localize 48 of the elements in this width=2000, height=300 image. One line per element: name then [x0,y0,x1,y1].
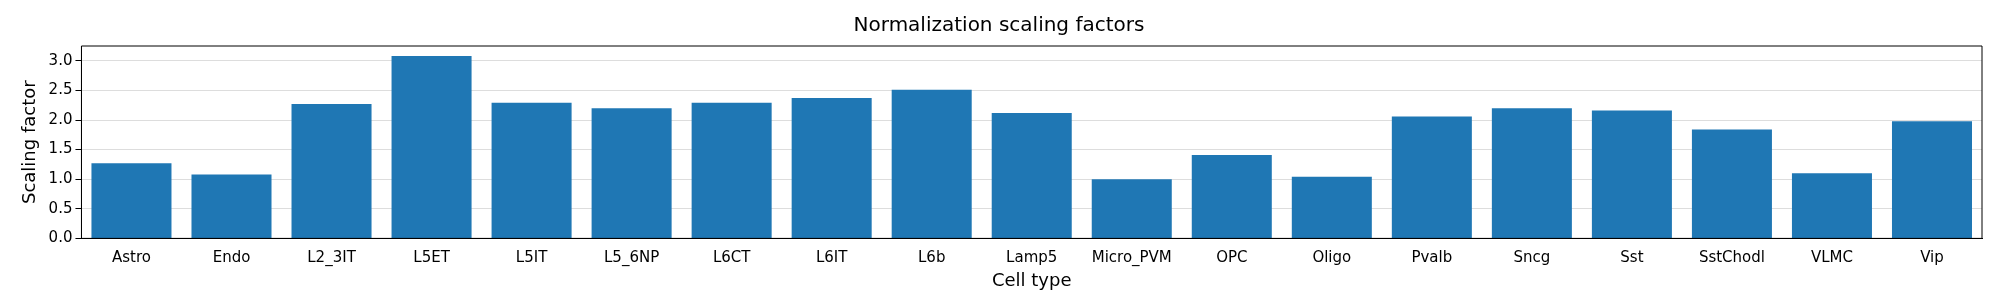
x-tick-label: Sst [1620,248,1644,267]
bar [491,102,572,238]
x-tick-label: L5_6NP [604,248,660,268]
bar [1191,154,1272,238]
bar [791,98,872,238]
y-tick-label: 2.0 [48,109,73,128]
x-tick-label: VLMC [1810,248,1853,267]
x-tick-label: Micro_PVM [1091,248,1172,268]
bar [91,163,172,238]
bar [1091,179,1172,238]
bar [691,102,772,238]
bar [891,89,972,238]
x-tick-label: L6CT [712,248,752,267]
y-axis-title: Scaling factor [18,79,40,205]
y-tick-label: 0.0 [48,228,73,247]
bar [391,56,472,238]
bar [1591,110,1672,238]
x-tick-label: Oligo [1312,248,1352,267]
y-tick-label: 1.5 [48,139,73,158]
x-tick-label: L5IT [515,248,549,267]
x-tick-label: Sncg [1513,248,1551,267]
bar [1891,121,1972,238]
y-tick-label: 0.5 [48,198,73,217]
x-tick-label: OPC [1216,248,1248,267]
x-tick-label: Astro [111,248,151,267]
x-tick-label: L6IT [815,248,849,267]
bar [991,112,1072,238]
bar [191,174,272,238]
x-tick-label: Lamp5 [1006,248,1058,267]
chart-title: Normalization scaling factors [853,12,1145,37]
x-tick-label: L5ET [413,248,451,267]
y-tick-label: 1.0 [48,169,73,188]
bar [291,104,372,238]
y-tick-label: 2.5 [48,80,73,99]
x-tick-label: Pvalb [1411,248,1453,267]
x-axis-title: Cell type [991,268,1072,290]
x-tick-label: L6b [917,248,946,267]
bar [1391,116,1472,238]
y-tick-label: 3.0 [48,50,73,69]
x-tick-label: L2_3IT [307,248,357,268]
bar [1291,176,1372,238]
bar [1691,129,1772,238]
x-tick-label: Vip [1920,248,1944,267]
x-tick-label: SstChodl [1698,248,1765,267]
bar [1791,173,1872,238]
x-tick-label: Endo [212,248,251,267]
bar [591,108,672,238]
bar [1491,108,1572,238]
